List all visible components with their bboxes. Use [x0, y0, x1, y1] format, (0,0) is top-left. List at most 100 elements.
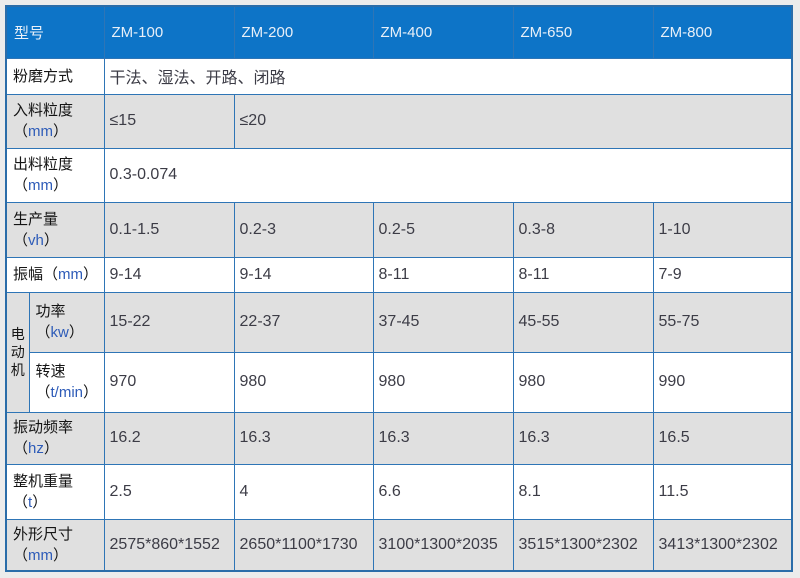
row-unit: （hz） — [13, 438, 100, 459]
row-unit-text: hz — [28, 440, 44, 457]
paren-close: ） — [83, 266, 99, 283]
row-unit-text: mm — [28, 123, 54, 140]
table-cell: 22-37 — [233, 291, 374, 353]
paren-open: （ — [13, 440, 29, 457]
paren-close: ） — [68, 324, 84, 341]
table-row: 入料粒度 （mm） ≤15 ≤20 — [5, 93, 793, 149]
table-cell: 8-11 — [372, 256, 514, 293]
table-cell: 7-9 — [652, 256, 793, 293]
row-label: 功率 （kw） — [28, 291, 105, 353]
table-cell: 16.5 — [652, 411, 793, 465]
row-unit: （kw） — [36, 322, 100, 343]
table-cell: 2650*1100*1730 — [233, 518, 374, 572]
table-cell: ≤20 — [233, 93, 793, 149]
table-cell: 980 — [512, 351, 654, 413]
table-cell: 3515*1300*2302 — [512, 518, 654, 572]
column-header: ZM-650 — [512, 5, 654, 59]
paren-open: （ — [13, 493, 29, 511]
row-unit: （mm） — [13, 175, 100, 196]
table-cell: 55-75 — [652, 291, 793, 353]
row-unit-text: mm — [28, 546, 54, 564]
table-row: 外形尺寸 （mm） 2575*860*1552 2650*1100*1730 3100*… — [5, 518, 793, 572]
row-label: 整机重量 （t） — [5, 463, 105, 520]
spec-table-container: 型号 ZM-100 ZM-200 ZM-400 ZM-650 ZM-800 粉磨方式 干法、… — [5, 5, 794, 572]
row-label: 生产量 （vh） — [5, 201, 105, 258]
table-cell: 37-45 — [372, 291, 514, 353]
row-label-text: 转速 — [35, 363, 66, 380]
table-cell: 16.2 — [103, 411, 235, 465]
table-row: 粉磨方式 干法、湿法、开路、闭路 — [5, 57, 793, 95]
table-cell: 4 — [233, 463, 374, 520]
table-cell: 1-10 — [652, 201, 793, 258]
row-unit-text: t — [28, 493, 33, 511]
table-cell: 0.3-0.074 — [103, 147, 793, 203]
table-cell: 干法、湿法、开路、闭路 — [103, 57, 793, 95]
paren-close: ） — [43, 231, 59, 249]
table-cell: 980 — [372, 351, 514, 413]
table-cell: 11.5 — [652, 463, 793, 520]
row-label: 出料粒度 （mm） — [5, 147, 105, 203]
table-cell: 0.2-5 — [372, 201, 514, 258]
row-group-label: 电 动 机 — [5, 291, 30, 413]
paren-open: （ — [13, 177, 29, 194]
row-label-text: 粉磨方式 — [13, 67, 74, 85]
table-row: 电 动 机功率 （kw） 15-22 22-37 37-45 45-55 55-75 — [5, 291, 793, 413]
table-cell: 8.1 — [512, 463, 654, 520]
table-cell: 970 — [103, 351, 235, 413]
table-cell: 0.2-3 — [233, 201, 374, 258]
table-row: 振幅（mm） 9-14 9-14 8-11 8-11 7-9 — [5, 256, 793, 293]
row-unit-text: mm — [28, 177, 54, 194]
row-label-text: 功率 — [35, 303, 66, 320]
row-label-text: 振动频率 — [13, 419, 74, 436]
paren-open: （ — [13, 231, 29, 249]
table-cell: 15-22 — [103, 291, 235, 353]
row-unit-text: vh — [28, 231, 44, 249]
row-unit-text: mm — [58, 266, 84, 283]
row-unit: （t） — [13, 492, 100, 513]
paren-open: （ — [35, 324, 51, 341]
table-row: 生产量 （vh） 0.1-1.5 0.2-3 0.2-5 0.3-8 1-10 — [5, 201, 793, 258]
header-cell-model-label: 型号 — [5, 5, 105, 59]
table-cell: 16.3 — [512, 411, 654, 465]
spec-table: 型号 ZM-100 ZM-200 ZM-400 ZM-650 ZM-800 粉磨方式 干法、… — [5, 5, 794, 572]
table-cell: 3100*1300*2035 — [372, 518, 514, 572]
row-unit: （vh） — [13, 230, 100, 251]
table-row: 出料粒度 （mm） 0.3-0.074 — [5, 147, 793, 203]
row-label: 外形尺寸 （mm） — [5, 518, 105, 572]
row-label-text: 整机重量 — [13, 472, 74, 490]
table-cell: 0.1-1.5 — [103, 201, 235, 258]
paren-close: ） — [83, 384, 99, 401]
table-cell: 2575*860*1552 — [103, 518, 235, 572]
row-label-text: 外形尺寸 — [13, 525, 74, 543]
table-cell: 9-14 — [233, 256, 374, 293]
table-cell: 980 — [233, 351, 374, 413]
row-label-text: 出料粒度 — [13, 156, 74, 173]
table-cell: 9-14 — [103, 256, 235, 293]
table-row: 振动频率 （hz） 16.2 16.3 16.3 16.3 16.5 — [5, 411, 793, 465]
row-label-text: 振幅 — [13, 266, 44, 283]
row-label: 振动频率 （hz） — [5, 411, 105, 465]
table-cell: 45-55 — [512, 291, 654, 353]
table-cell: 6.6 — [372, 463, 514, 520]
row-label: 入料粒度 （mm） — [5, 93, 105, 149]
row-unit-text: t/min — [50, 384, 84, 401]
row-unit: （mm） — [13, 121, 100, 142]
row-unit: （mm） — [43, 266, 98, 283]
row-label: 转速 （t/min） — [28, 351, 105, 413]
paren-open: （ — [43, 266, 59, 283]
table-cell: 8-11 — [512, 256, 654, 293]
table-cell: 16.3 — [233, 411, 374, 465]
table-cell: 3413*1300*2302 — [652, 518, 793, 572]
row-label: 粉磨方式 — [5, 57, 105, 95]
paren-close: ） — [53, 546, 69, 564]
table-cell: 990 — [652, 351, 793, 413]
row-unit: （t/min） — [36, 382, 100, 403]
column-header: ZM-400 — [372, 5, 514, 59]
table-cell: 16.3 — [372, 411, 514, 465]
table-cell: 0.3-8 — [512, 201, 654, 258]
table-cell: 2.5 — [103, 463, 235, 520]
table-row: 转速 （t/min） 970 980 980 980 990 — [6, 351, 793, 413]
paren-close: ） — [53, 177, 69, 194]
paren-open: （ — [13, 123, 29, 140]
row-label-text: 生产量 — [13, 210, 59, 228]
